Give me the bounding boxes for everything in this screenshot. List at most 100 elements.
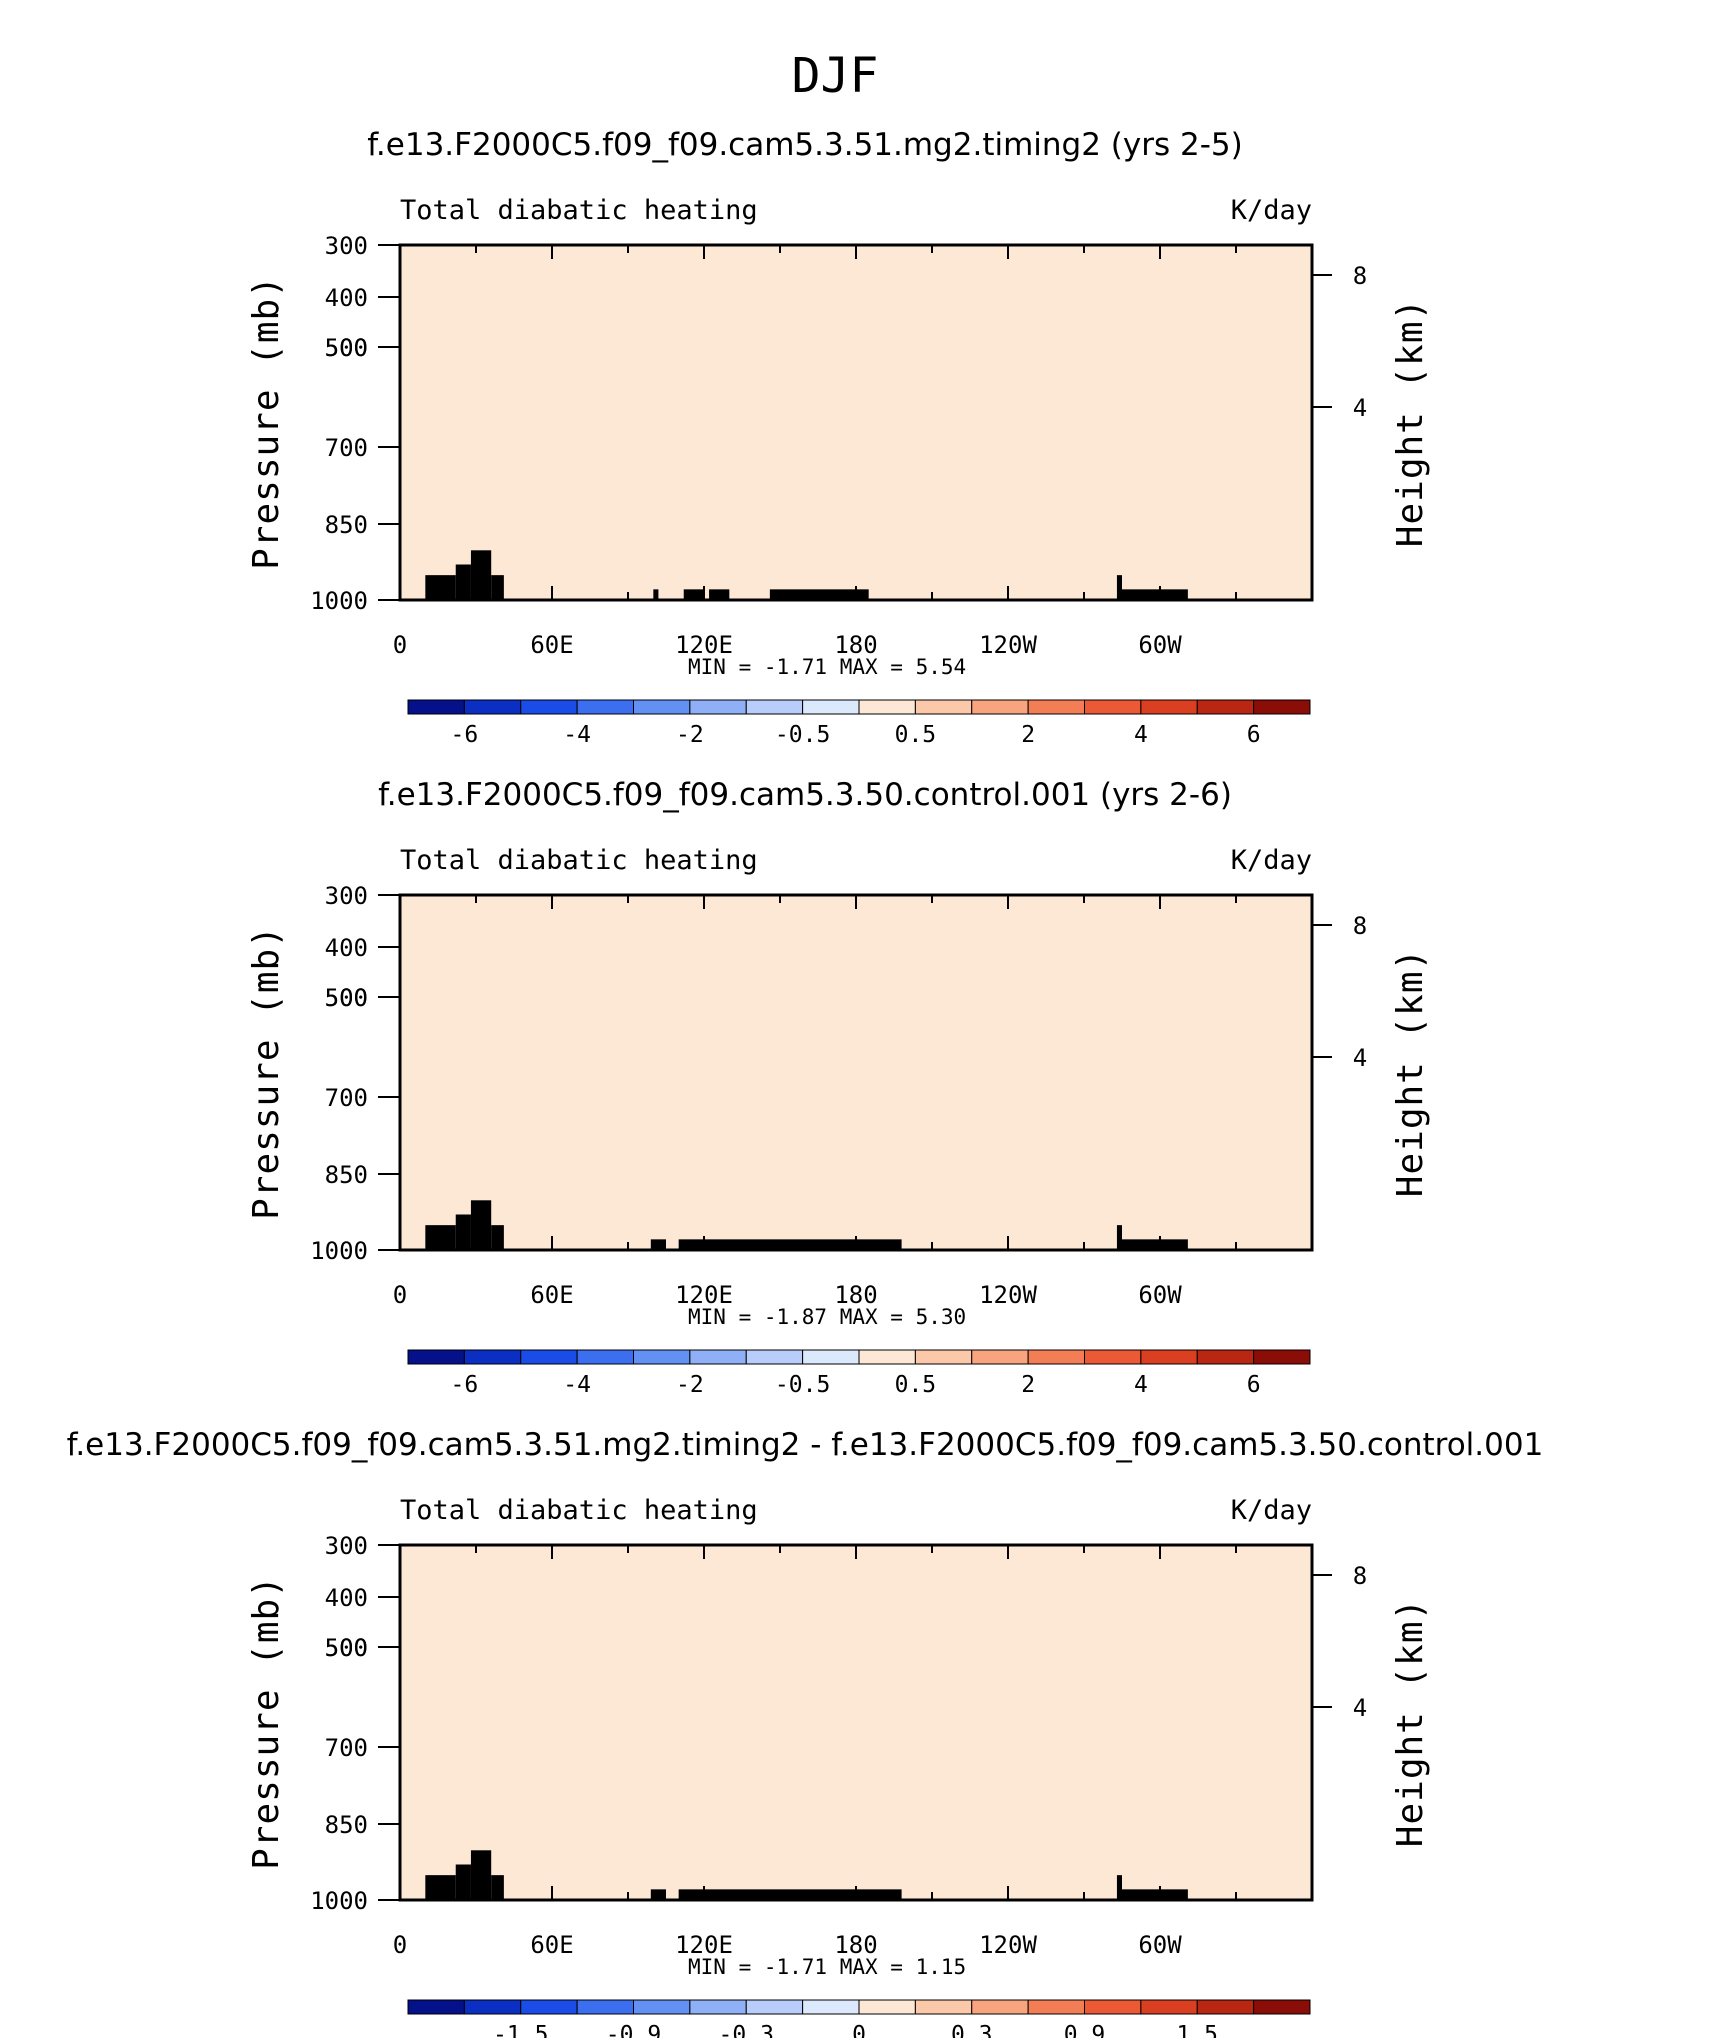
colorbar-swatch xyxy=(858,699,916,715)
x-tick-label: 180 xyxy=(834,1931,877,1959)
y-tick-label: 300 xyxy=(325,232,368,260)
colorbar-swatch xyxy=(520,1999,578,2015)
y-tick-label: 500 xyxy=(325,1634,368,1662)
contour-field xyxy=(400,245,1312,600)
y-tick-label: 1000 xyxy=(310,1237,368,1265)
colorbar-label: -4 xyxy=(563,1372,591,1398)
x-tick-label: 0 xyxy=(393,1281,407,1309)
colorbar-swatch xyxy=(802,699,860,715)
x-tick-label: 120E xyxy=(675,1281,733,1309)
topography-block xyxy=(470,1850,492,1900)
x-tick-label: 60E xyxy=(530,1931,573,1959)
colorbar: -6 -4 -2 -0.5 0.5 2 4 6 xyxy=(407,1349,1311,1398)
x-tick-label: 60W xyxy=(1138,1931,1182,1959)
colorbar-swatch xyxy=(520,1349,578,1365)
y-tick-label: 400 xyxy=(325,1584,368,1612)
colorbar-label: 0.5 xyxy=(895,722,937,748)
colorbar-swatch xyxy=(520,699,578,715)
contour-band xyxy=(400,895,1312,1250)
colorbar-swatch xyxy=(1253,1349,1311,1365)
colorbar-label: -0.5 xyxy=(775,1372,830,1398)
colorbar-label: 0.5 xyxy=(895,1372,937,1398)
topography-block xyxy=(650,1889,666,1900)
topography-block xyxy=(491,1225,504,1250)
colorbar-swatch xyxy=(407,1349,465,1365)
colorbar-label: 4 xyxy=(1134,1372,1148,1398)
colorbar-label: 2 xyxy=(1021,722,1035,748)
min-value: -1.71 xyxy=(764,1955,840,1979)
y2-tick-label: 8 xyxy=(1353,262,1367,290)
right-label: K/day xyxy=(1231,845,1312,876)
x-tick-label: 120W xyxy=(979,631,1037,659)
topography-block xyxy=(1116,575,1122,600)
colorbar-label: -0.9 xyxy=(606,2022,661,2038)
y-tick-label: 500 xyxy=(325,334,368,362)
left-label: Total diabatic heating xyxy=(400,1495,758,1526)
x-tick-label: 120W xyxy=(979,1281,1037,1309)
y2-tick-label: 4 xyxy=(1353,394,1367,422)
colorbar-label: -1.5 xyxy=(493,2022,548,2038)
colorbar-label: -2 xyxy=(676,1372,704,1398)
x-tick-label: 180 xyxy=(834,631,877,659)
y-tick-label: 500 xyxy=(325,984,368,1012)
panel-1: f.e13.F2000C5.f09_f09.cam5.3.51.mg2.timi… xyxy=(246,127,1431,748)
topography-block xyxy=(491,1875,504,1900)
max-label: MAX = xyxy=(840,1305,916,1329)
topography-block xyxy=(769,589,869,600)
max-label: MAX = xyxy=(840,1955,916,1979)
x-tick-label: 120E xyxy=(675,1931,733,1959)
x-tick-label: 0 xyxy=(393,1931,407,1959)
y-tick-label: 1000 xyxy=(310,1887,368,1915)
colorbar: -6 -4 -2 -0.5 0.5 2 4 6 xyxy=(407,699,1311,748)
topography-block xyxy=(455,564,471,600)
topography-block xyxy=(1122,589,1188,600)
min-max-stats: MIN = -1.71 MAX = 1.15 xyxy=(688,1955,966,1979)
y2-axis-label: Height (km) xyxy=(1390,948,1431,1197)
x-tick-label: 60E xyxy=(530,1281,573,1309)
topography-block xyxy=(709,589,730,600)
colorbar-swatch xyxy=(689,1999,747,2015)
colorbar-swatch xyxy=(745,1999,804,2015)
topography-block xyxy=(678,1239,902,1250)
y-tick-label: 500 xyxy=(325,984,368,1012)
colorbar-label: 0.9 xyxy=(1064,2022,1106,2038)
x-tick-label: 60W xyxy=(1138,631,1182,659)
min-label: MIN = xyxy=(688,1955,764,1979)
panel-title: f.e13.F2000C5.f09_f09.cam5.3.51.mg2.timi… xyxy=(367,127,1242,163)
colorbar-swatch xyxy=(858,1349,916,1365)
contour-band xyxy=(400,1545,1312,1900)
colorbar-swatch xyxy=(971,1999,1029,2015)
topography-block xyxy=(1122,1889,1188,1900)
colorbar-swatch xyxy=(1027,1349,1085,1365)
y-tick-label: 700 xyxy=(325,1084,368,1112)
topography-block xyxy=(683,589,704,600)
min-label: MIN = xyxy=(688,1305,764,1329)
y2-axis-label: Height (km) xyxy=(1390,298,1431,547)
y-tick-label: 300 xyxy=(325,1532,368,1560)
topography-block xyxy=(425,1225,456,1250)
right-label: K/day xyxy=(1231,1495,1312,1526)
x-tick-label: 120E xyxy=(675,631,733,659)
x-tick-label: 180 xyxy=(834,1281,877,1309)
colorbar-label: -6 xyxy=(451,1372,479,1398)
y-axis-label: Pressure (mb) xyxy=(246,925,287,1220)
y-tick-label: 400 xyxy=(325,934,368,962)
colorbar-label: -6 xyxy=(451,722,479,748)
left-label: Total diabatic heating xyxy=(400,845,758,876)
max-label: MAX = xyxy=(840,655,916,679)
y-tick-label: 850 xyxy=(325,1811,368,1839)
colorbar-swatch xyxy=(463,1999,522,2015)
min-value: -1.71 xyxy=(764,655,840,679)
y-tick-label: 300 xyxy=(325,882,368,910)
colorbar-label: 4 xyxy=(1134,722,1148,748)
y2-tick-label: 4 xyxy=(1353,1044,1367,1072)
min-max-stats: MIN = -1.71 MAX = 5.54 xyxy=(688,655,966,679)
topography-block xyxy=(455,1214,471,1250)
colorbar-label: 1.5 xyxy=(1176,2022,1218,2038)
topography-block xyxy=(1116,1875,1122,1900)
colorbar: -1.5 -0.9 -0.3 0 0.3 0.9 1.5 xyxy=(407,1999,1311,2038)
colorbar-swatch xyxy=(633,1349,691,1365)
y-tick-label: 850 xyxy=(325,1161,368,1189)
figure-title: DJF xyxy=(792,48,879,104)
